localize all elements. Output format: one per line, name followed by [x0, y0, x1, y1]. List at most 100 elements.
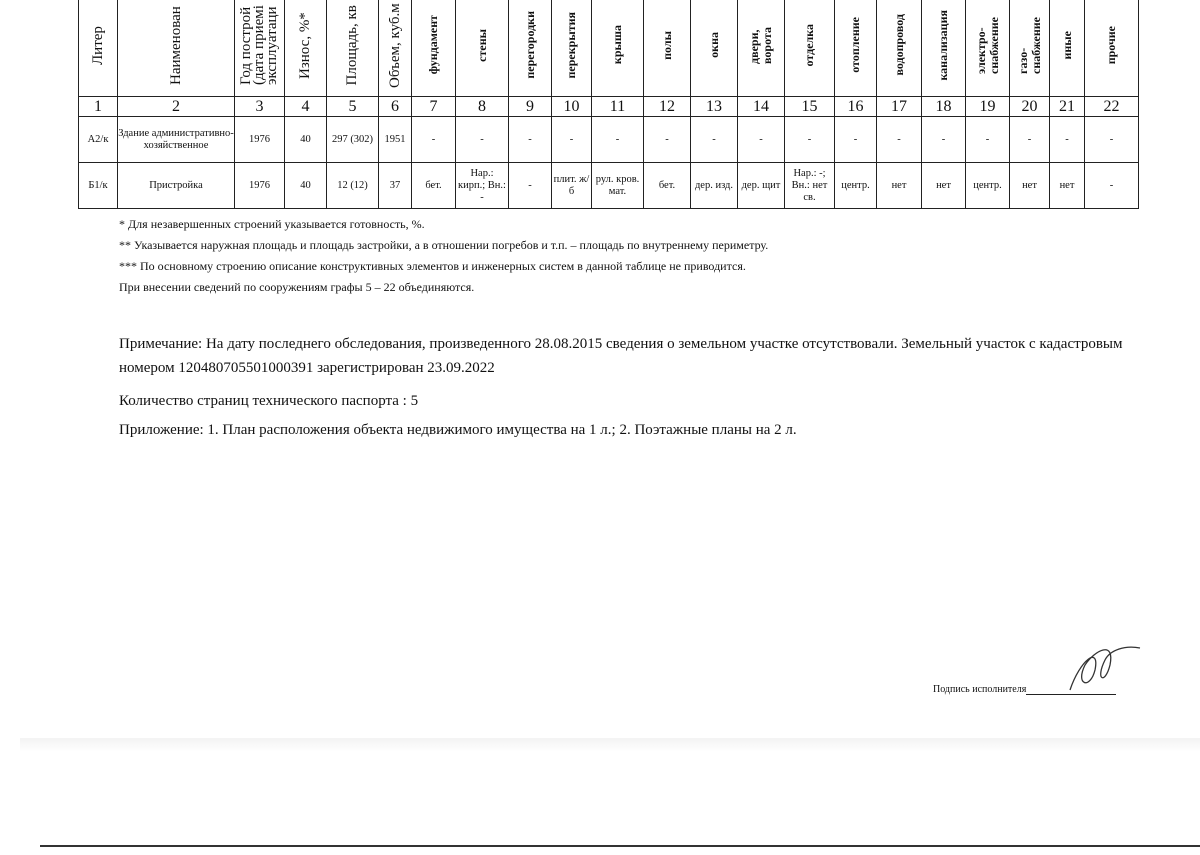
column-number: 2	[117, 96, 235, 117]
scan-edge	[20, 738, 1200, 752]
column-number: 12	[643, 96, 691, 117]
table-cell: -	[876, 116, 922, 163]
footnote: *** По основному строению описание конст…	[119, 259, 746, 273]
table-cell: А2/к	[78, 116, 118, 163]
column-header-label: электро- снабжение	[974, 16, 1001, 74]
footnote: При внесении сведений по сооружениям гра…	[119, 280, 475, 294]
column-header-label: водопровод	[892, 14, 906, 76]
column-header-label: газо- снабжение	[1016, 16, 1043, 74]
table-cell: -	[455, 116, 509, 163]
column-header: отопление	[834, 0, 877, 97]
signature-field: Подпись исполнителя	[933, 684, 1117, 695]
table-cell: 1951	[378, 116, 412, 163]
column-number: 3	[234, 96, 285, 117]
table-cell: -	[643, 116, 691, 163]
column-number: 19	[965, 96, 1010, 117]
table-cell: -	[834, 116, 877, 163]
column-header: отделка	[784, 0, 835, 97]
column-header: Год построй (дата приемі эксплуатаци	[234, 0, 285, 97]
table-cell: Нар.: кирп.; Вн.: -	[455, 162, 509, 209]
table-cell: дер. щит	[737, 162, 785, 209]
column-header: Объем, куб.м	[378, 0, 412, 97]
column-number: 5	[326, 96, 379, 117]
column-header-label: крыша	[611, 25, 624, 65]
column-header-label: перекрытия	[565, 11, 578, 79]
column-number: 13	[690, 96, 738, 117]
table-cell: -	[784, 116, 835, 163]
table-cell: центр.	[834, 162, 877, 209]
column-header-label: стены	[475, 28, 489, 62]
table-cell: Б1/к	[78, 162, 118, 209]
table-cell: центр.	[965, 162, 1010, 209]
column-header-label: двери, ворота	[748, 26, 774, 64]
table-cell: -	[508, 162, 552, 209]
column-number: 15	[784, 96, 835, 117]
column-header-label: отделка	[803, 23, 816, 67]
column-header: двери, ворота	[737, 0, 785, 97]
table-cell: 12 (12)	[326, 162, 379, 209]
table-cell: -	[1084, 162, 1139, 209]
table-cell: -	[508, 116, 552, 163]
table-cell: 297 (302)	[326, 116, 379, 163]
column-header-label: Объем, куб.м	[388, 2, 402, 88]
table-cell: бет.	[643, 162, 691, 209]
column-header-label: отопление	[849, 17, 862, 73]
signature-label: Подпись исполнителя	[933, 684, 1027, 695]
column-header-label: полы	[660, 30, 674, 60]
column-header: стены	[455, 0, 509, 97]
column-number: 10	[551, 96, 592, 117]
column-header: Литер	[78, 0, 118, 97]
table-cell: бет.	[411, 162, 456, 209]
table-cell: -	[921, 116, 966, 163]
column-number: 9	[508, 96, 552, 117]
column-number: 8	[455, 96, 509, 117]
column-number: 6	[378, 96, 412, 117]
table-cell: -	[965, 116, 1010, 163]
column-header-label: иные	[1060, 30, 1074, 60]
column-header-label: Литер	[91, 25, 105, 65]
column-number: 14	[737, 96, 785, 117]
table-cell: 37	[378, 162, 412, 209]
table-cell: -	[551, 116, 592, 163]
column-header: перегородки	[508, 0, 552, 97]
table-cell: Нар.: -; Вн.: нет св.	[784, 162, 835, 209]
footnote: * Для незавершенных строений указывается…	[119, 217, 425, 231]
column-header: крыша	[591, 0, 644, 97]
table-cell: 1976	[234, 162, 285, 209]
column-header: канализация	[921, 0, 966, 97]
column-number: 11	[591, 96, 644, 117]
column-number: 7	[411, 96, 456, 117]
column-header-label: фундамент	[427, 15, 440, 75]
column-header-label: окна	[707, 32, 721, 58]
table-row: А2/к Здание административно-хозяйственное…	[78, 116, 1139, 163]
table-cell: нет	[921, 162, 966, 209]
column-header: газо- снабжение	[1009, 0, 1050, 97]
table-row: Б1/к Пристройка 1976 40 12 (12) 37 бет. Нар.: к…	[78, 162, 1139, 209]
column-header: Износ, %*	[284, 0, 327, 97]
table-cell: -	[591, 116, 644, 163]
table-cell: Пристройка	[117, 162, 235, 209]
column-header: водопровод	[876, 0, 922, 97]
column-header-label: Наименован	[169, 5, 183, 85]
table-cell: -	[737, 116, 785, 163]
footnote: ** Указывается наружная площадь и площад…	[119, 238, 769, 252]
column-number: 17	[876, 96, 922, 117]
column-header: электро- снабжение	[965, 0, 1010, 97]
table-cell: -	[1049, 116, 1085, 163]
column-header: перекрытия	[551, 0, 592, 97]
remark: Примечание: На дату последнего обследова…	[119, 336, 1123, 376]
table-cell: нет	[876, 162, 922, 209]
column-header: прочие	[1084, 0, 1139, 97]
column-header-label: прочие	[1105, 25, 1118, 65]
column-header-label: Год построй (дата приемі эксплуатаци	[240, 5, 279, 85]
column-number: 4	[284, 96, 327, 117]
page-count: Количество страниц технического паспорта…	[119, 393, 419, 409]
table-cell: Здание административно-хозяйственное	[117, 116, 235, 163]
footnotes: * Для незавершенных строений указывается…	[119, 214, 768, 298]
appendix: Приложение: 1. План расположения объекта…	[119, 422, 797, 438]
column-number: 22	[1084, 96, 1139, 117]
scan-border	[40, 845, 1200, 847]
column-header-label: канализация	[937, 9, 950, 81]
column-header-label: Износ, %*	[299, 11, 312, 79]
table-cell: -	[411, 116, 456, 163]
